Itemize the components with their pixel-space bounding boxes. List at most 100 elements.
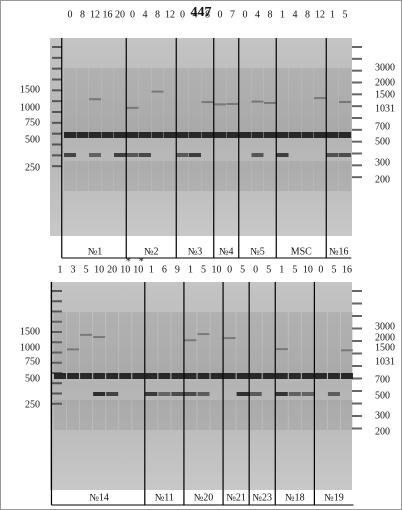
smear <box>139 161 151 191</box>
right-marker-label: 1500 <box>375 342 395 353</box>
smear <box>67 400 80 430</box>
smear <box>276 68 289 135</box>
smear <box>89 161 101 191</box>
band <box>93 373 106 379</box>
smear <box>314 312 327 376</box>
lane-label: 0 <box>218 9 223 20</box>
smear <box>289 161 301 191</box>
right-marker-label: 1031 <box>375 103 395 114</box>
smear <box>339 161 351 191</box>
smear <box>76 161 89 191</box>
band <box>54 373 66 379</box>
band <box>197 373 210 379</box>
ladder-band <box>52 132 62 135</box>
left-marker-label: 750 <box>25 117 40 128</box>
group-label: №16 <box>329 246 349 257</box>
band <box>223 337 236 340</box>
band <box>93 392 106 396</box>
band <box>301 132 314 138</box>
smear <box>176 68 189 135</box>
smear <box>189 161 201 191</box>
left-marker-label: 1500 <box>20 84 40 95</box>
smear <box>301 68 314 135</box>
band <box>288 373 301 379</box>
smear <box>132 312 145 376</box>
ladder-band <box>52 165 62 168</box>
lane-label: 5 <box>343 9 348 20</box>
band <box>189 153 201 157</box>
lane-label: 3 <box>71 264 76 275</box>
lane-label: 16 <box>342 264 352 275</box>
figure-title: 447 <box>191 5 212 20</box>
smear <box>327 400 340 430</box>
band <box>139 153 151 157</box>
smear <box>114 68 126 135</box>
lane-label: 6 <box>162 264 167 275</box>
right-marker-label: 1031 <box>375 356 395 367</box>
band <box>197 392 210 396</box>
band <box>264 132 276 138</box>
smear <box>226 68 239 135</box>
smear <box>301 161 314 191</box>
band <box>339 132 351 138</box>
band <box>223 373 236 379</box>
band <box>341 373 353 379</box>
lane-label: 5 <box>292 264 297 275</box>
smear <box>275 312 288 376</box>
smear <box>226 161 239 191</box>
ladder-band <box>352 402 362 405</box>
band <box>139 132 151 138</box>
ladder-band <box>52 154 62 157</box>
band <box>314 373 327 379</box>
band <box>201 132 214 138</box>
smear <box>80 400 93 430</box>
smear <box>158 312 171 376</box>
band <box>126 106 139 109</box>
band <box>249 373 262 379</box>
smear <box>239 68 251 135</box>
smear <box>171 400 184 430</box>
smear <box>201 161 214 191</box>
band <box>145 392 158 396</box>
ladder-band <box>352 352 362 355</box>
band <box>301 392 314 396</box>
ladder-band <box>352 327 362 330</box>
smear <box>239 161 251 191</box>
ladder-band <box>52 111 62 113</box>
lane-label: 8 <box>205 9 210 20</box>
ladder-band <box>352 117 362 119</box>
smear <box>119 312 132 376</box>
lane-label: 20 <box>107 264 117 275</box>
band <box>264 101 276 104</box>
right-marker-label: 700 <box>375 121 390 132</box>
band <box>119 373 132 379</box>
ladder-band <box>52 310 62 313</box>
band <box>327 392 340 396</box>
band <box>64 153 76 157</box>
lane-label: 0 <box>243 9 248 20</box>
band <box>89 153 101 157</box>
lane-label: 8 <box>305 9 310 20</box>
lane-label: 5 <box>331 264 336 275</box>
ladder-band <box>352 128 362 131</box>
lane-label: 12 <box>315 9 325 20</box>
lane-label: 0 <box>180 9 185 20</box>
ladder-band <box>52 361 62 364</box>
ladder-band <box>352 93 362 96</box>
smear <box>164 161 176 191</box>
ladder-band <box>52 351 62 354</box>
band <box>114 132 126 138</box>
lane-label: 10 <box>94 264 104 275</box>
ladder-band <box>352 365 362 367</box>
band <box>236 392 249 396</box>
band <box>288 392 301 396</box>
smear <box>197 400 210 430</box>
smear <box>158 400 171 430</box>
band <box>76 132 89 138</box>
lane-label: 1 <box>188 264 193 275</box>
band <box>67 373 80 379</box>
band <box>80 333 93 336</box>
lane-label: 4 <box>193 9 198 20</box>
smear <box>197 312 210 376</box>
